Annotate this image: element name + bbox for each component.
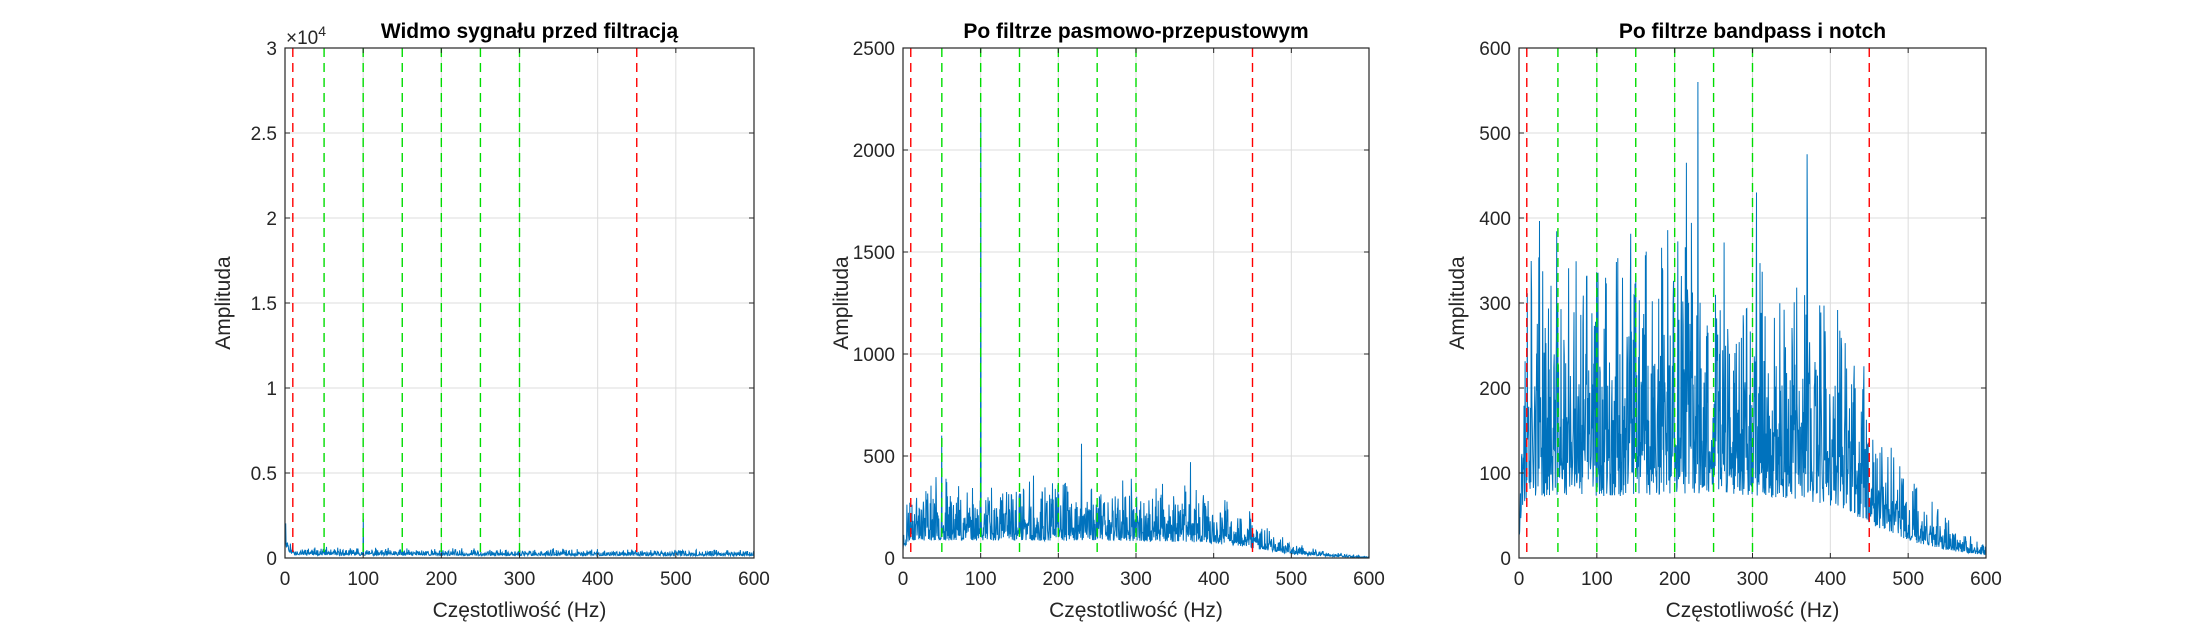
y-tick-label: 1000 [853, 345, 895, 366]
x-tick-label: 600 [738, 569, 770, 590]
y-tick-label: 0 [266, 549, 277, 570]
x-tick-label: 400 [582, 569, 614, 590]
exponent-label: ×104 [286, 23, 326, 49]
chart-panel-1: 0 100 200 300 400 500 600 0 0.5 1 1.5 2 2.5 3 ×104 Widm… [212, 20, 770, 622]
y-tick-label: 300 [1479, 294, 1511, 315]
x-tick-label: 100 [1581, 569, 1613, 590]
y-axis-label: Amplituda [212, 256, 235, 350]
chart-title: Po filtrze pasmowo-przepustowym [963, 20, 1308, 43]
x-tick-label: 400 [1198, 569, 1230, 590]
x-axis-label: Częstotliwość (Hz) [433, 599, 607, 622]
y-tick-label: 3 [266, 39, 277, 60]
chart-panel-2: 0 100 200 300 400 500 600 0 500 1000 1500 2000 2500 P… [830, 20, 1385, 622]
y-tick-label: 500 [1479, 124, 1511, 145]
x-tick-label: 500 [1275, 569, 1307, 590]
y-axis-label: Amplituda [1446, 256, 1469, 350]
x-axis-label: Częstotliwość (Hz) [1666, 599, 1840, 622]
x-tick-label: 0 [280, 569, 291, 590]
chart-title: Widmo sygnału przed filtracją [381, 20, 679, 43]
x-tick-label: 200 [1042, 569, 1074, 590]
chart-title: Po filtrze bandpass i notch [1619, 20, 1886, 43]
y-tick-label: 0 [1500, 549, 1511, 570]
x-tick-label: 300 [1120, 569, 1152, 590]
x-tick-label: 600 [1353, 569, 1385, 590]
x-tick-label: 200 [1659, 569, 1691, 590]
chart-panel-3: 0 100 200 300 400 500 600 0 100 200 300 400 500 600 Po… [1446, 20, 2002, 622]
x-tick-label: 100 [347, 569, 379, 590]
y-tick-label: 600 [1479, 39, 1511, 60]
y-tick-label: 2500 [853, 39, 895, 60]
x-tick-label: 300 [504, 569, 536, 590]
x-tick-label: 400 [1814, 569, 1846, 590]
y-tick-label: 2000 [853, 141, 895, 162]
x-tick-label: 500 [660, 569, 692, 590]
x-tick-label: 0 [898, 569, 909, 590]
y-tick-label: 200 [1479, 379, 1511, 400]
x-axis-label: Częstotliwość (Hz) [1049, 599, 1223, 622]
y-tick-label: 1.5 [251, 294, 277, 315]
x-tick-label: 600 [1970, 569, 2002, 590]
y-tick-label: 0 [884, 549, 895, 570]
y-tick-label: 2 [266, 209, 277, 230]
x-tick-label: 100 [965, 569, 997, 590]
y-tick-label: 1500 [853, 243, 895, 264]
y-tick-label: 1 [266, 379, 277, 400]
y-tick-label: 500 [863, 447, 895, 468]
y-tick-label: 0.5 [251, 464, 277, 485]
x-tick-label: 200 [425, 569, 457, 590]
x-tick-label: 0 [1514, 569, 1525, 590]
y-tick-label: 100 [1479, 464, 1511, 485]
x-tick-label: 500 [1892, 569, 1924, 590]
y-tick-label: 400 [1479, 209, 1511, 230]
x-tick-label: 300 [1737, 569, 1769, 590]
y-tick-label: 2.5 [251, 124, 277, 145]
y-axis-label: Amplituda [830, 256, 853, 350]
